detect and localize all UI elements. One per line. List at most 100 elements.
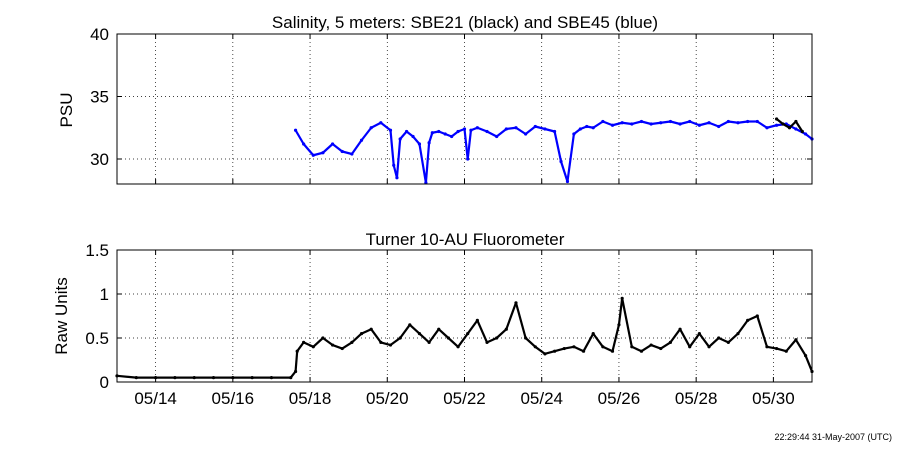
- salinity-series-sbe21: [775, 117, 804, 134]
- salinity-data-segment: [566, 133, 575, 182]
- salinity-data-segment: [794, 120, 804, 133]
- salinity-data-segment: [795, 128, 807, 135]
- salinity-data-segment: [592, 120, 604, 129]
- salinity-axes-frame: [116, 33, 813, 185]
- fluorometer-data-segment: [617, 298, 624, 325]
- fluorometer-series-fluorometer: [115, 296, 814, 380]
- salinity-data-segment: [689, 120, 700, 127]
- salinity-data-segment: [544, 127, 555, 133]
- salinity-data-segment: [524, 125, 536, 135]
- salinity-data-segment: [302, 143, 315, 156]
- salinity-data-segment: [718, 120, 729, 128]
- fluorometer-data-segment: [294, 351, 299, 372]
- salinity-data-segment: [294, 129, 305, 145]
- fluorometer-data-segment: [708, 337, 720, 348]
- fluorometer-data-segment: [776, 347, 787, 353]
- fluorometer-data-segment: [438, 328, 450, 339]
- fluorometer-data-segment: [370, 328, 382, 344]
- fluorometer-x-tick-label: 05/26: [598, 389, 641, 408]
- salinity-data-segment: [708, 121, 720, 128]
- fluorometer-data-segment: [409, 323, 421, 335]
- salinity-data-segment: [535, 125, 546, 131]
- salinity-data-segment: [756, 120, 768, 129]
- salinity-series-sbe45: [293, 119, 814, 185]
- fluorometer-data-segment: [611, 324, 621, 352]
- fluorometer-data-segment: [669, 328, 681, 344]
- fluorometer-data-segment: [116, 374, 137, 379]
- salinity-data-point: [800, 129, 804, 134]
- fluorometer-data-segment: [418, 332, 430, 344]
- salinity-data-segment: [424, 142, 431, 183]
- fluorometer-x-tick-label: 05/22: [443, 389, 486, 408]
- fluorometer-data-segment: [524, 337, 537, 348]
- fluorometer-data-segment: [341, 341, 353, 350]
- salinity-data-segment: [389, 130, 395, 166]
- salinity-y-label: PSU: [57, 93, 76, 128]
- fluorometer-data-segment: [573, 345, 585, 353]
- salinity-data-segment: [428, 132, 434, 144]
- fluorometer-x-tick-label: 05/24: [520, 389, 563, 408]
- fluorometer-data-segment: [660, 341, 672, 350]
- fluorometer-data-segment: [380, 341, 391, 347]
- fluorometer-x-tick-label: 05/30: [752, 389, 795, 408]
- fluorometer-data-segment: [495, 328, 508, 339]
- timestamp: 22:29:44 31-May-2007 (UTC): [774, 432, 892, 442]
- fluorometer-data-segment: [747, 314, 758, 322]
- salinity-data-segment: [486, 130, 498, 138]
- salinity-data-segment: [631, 120, 642, 126]
- fluorometer-data-segment: [389, 337, 401, 346]
- salinity-data-segment: [341, 150, 353, 156]
- salinity-data-segment: [496, 128, 508, 138]
- fluorometer-title: Turner 10-AU Fluorometer: [366, 230, 565, 249]
- fluorometer-data-segment: [312, 337, 324, 348]
- salinity-data-segment: [622, 121, 632, 126]
- salinity-data-segment: [312, 151, 324, 157]
- fluorometer-data-segment: [332, 344, 343, 350]
- salinity-data-segment: [766, 124, 777, 129]
- fluorometer-data-segment: [399, 324, 411, 339]
- fluorometer-data-segment: [447, 337, 459, 348]
- fluorometer-data-segment: [804, 355, 814, 372]
- fluorometer-data-segment: [486, 336, 498, 344]
- salinity-data-segment: [506, 126, 517, 131]
- fluorometer-data-segment: [544, 350, 555, 355]
- salinity-data-segment: [728, 120, 739, 124]
- fluorometer-x-tick-label: 05/20: [366, 389, 409, 408]
- salinity-data-segment: [515, 126, 527, 135]
- fluorometer-data-segment: [296, 341, 305, 352]
- fluorometer-data-segment: [766, 345, 777, 350]
- fluorometer-data-segment: [602, 345, 613, 353]
- fluorometer-data-segment: [698, 332, 710, 348]
- salinity-data-segment: [412, 135, 421, 145]
- salinity-data-segment: [395, 138, 402, 178]
- fluorometer-data-segment: [534, 345, 546, 355]
- fluorometer-data-segment: [718, 336, 729, 344]
- fluorometer-data-segment: [679, 328, 691, 348]
- salinity-data-segment: [650, 121, 661, 126]
- fluorometer-data-segment: [688, 332, 701, 348]
- fluorometer-data-segment: [303, 341, 314, 348]
- salinity-data-segment: [331, 143, 343, 153]
- fluorometer-data-segment: [476, 319, 489, 343]
- salinity-data-segment: [670, 120, 681, 126]
- salinity-data-segment: [641, 120, 652, 126]
- fluorometer-y-tick-label: 0: [100, 373, 109, 392]
- fluorometer-x-tick-label: 05/28: [675, 389, 718, 408]
- fluorometer-data-segment: [361, 328, 372, 335]
- fluorometer-data-segment: [457, 332, 469, 348]
- fluorometer-x-tick-label: 05/14: [134, 389, 177, 408]
- salinity-data-segment: [380, 121, 392, 132]
- fluorometer-data-segment: [505, 302, 518, 330]
- fluorometer-data-segment: [582, 333, 595, 352]
- salinity-data-segment: [476, 126, 488, 133]
- salinity-data-segment: [699, 121, 710, 127]
- salinity-data-segment: [559, 161, 569, 182]
- salinity-data-segment: [466, 130, 473, 160]
- salinity-data-segment: [553, 131, 563, 162]
- salinity-data-segment: [612, 121, 623, 127]
- salinity-title: Salinity, 5 meters: SBE21 (black) and SB…: [272, 13, 658, 32]
- salinity-panel: Salinity, 5 meters: SBE21 (black) and SB…: [57, 13, 814, 185]
- fluorometer-data-segment: [727, 332, 739, 344]
- fluorometer-data-segment: [785, 339, 797, 352]
